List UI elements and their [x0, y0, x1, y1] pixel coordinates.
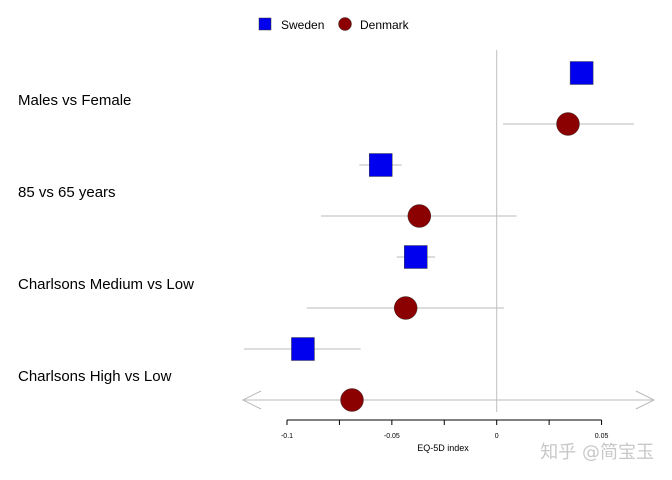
watermark: 知乎 @简宝玉: [540, 442, 654, 463]
legend-sweden-marker: [258, 17, 272, 31]
x-axis: -0.1 -0.05 0 0.05: [281, 419, 609, 440]
point-estimate-denmark: [556, 112, 580, 136]
legend-sweden-label: Sweden: [281, 18, 324, 32]
x-tick-label: 0: [495, 433, 499, 440]
point-estimate-sweden: [291, 337, 315, 361]
x-tick-label: -0.1: [281, 433, 293, 440]
legend-denmark-label: Denmark: [360, 18, 410, 32]
point-estimate-sweden: [404, 245, 428, 269]
x-tick-label: -0.05: [384, 433, 400, 440]
legend-denmark-marker: [338, 17, 352, 31]
point-estimate-sweden: [368, 153, 393, 177]
x-tick-label: 0.05: [595, 433, 609, 440]
ci-right-arrow: [635, 390, 656, 410]
point-estimate-denmark: [393, 296, 418, 320]
point-estimate-sweden: [569, 61, 594, 85]
legend: Sweden Denmark: [258, 17, 410, 32]
point-estimate-denmark: [407, 204, 432, 228]
category-label: Charlsons High vs Low: [18, 368, 172, 385]
category-label: Males vs Female: [18, 92, 131, 109]
ci-left-arrow: [241, 390, 262, 410]
point-estimate-denmark: [340, 388, 364, 412]
x-axis-label: EQ-5D index: [417, 443, 469, 453]
category-label: 85 vs 65 years: [18, 184, 116, 201]
category-label: Charlsons Medium vs Low: [18, 276, 194, 293]
